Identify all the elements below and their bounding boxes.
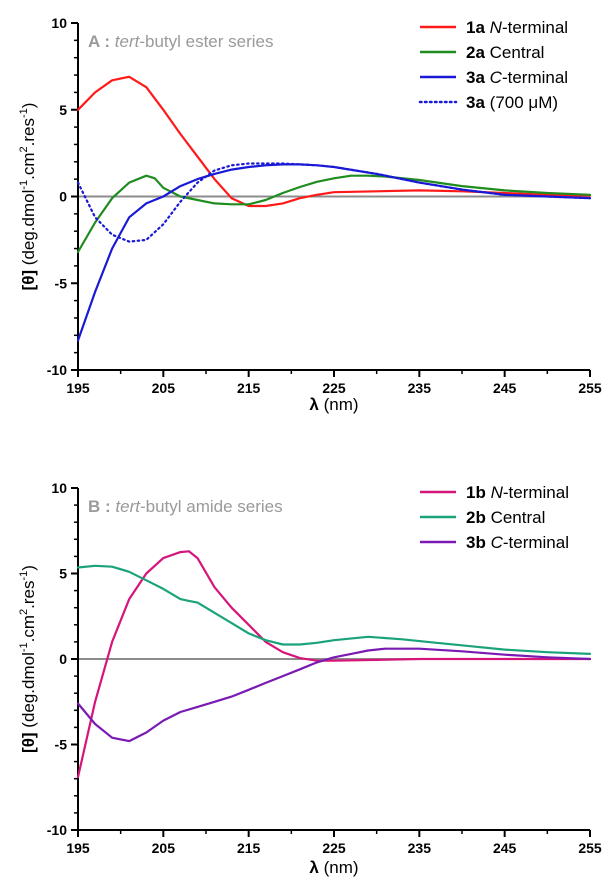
- legend-label-italic: N: [490, 18, 503, 37]
- legend-label-rest: Central: [490, 43, 545, 62]
- y-tick-label: -5: [55, 275, 68, 291]
- y-tick-label: 10: [51, 480, 67, 496]
- y-axis-part: .res: [19, 580, 38, 608]
- panel-title-rest: -butyl ester series: [139, 32, 273, 51]
- x-tick-label: 215: [237, 380, 261, 396]
- x-axis-unit: (nm): [324, 858, 359, 877]
- y-axis-part: ): [19, 103, 38, 109]
- panel-letter: B: [88, 497, 100, 516]
- legend-label: 2a Central: [466, 43, 544, 62]
- series-line-1a: [76, 75, 592, 208]
- y-tick-label: 0: [59, 189, 67, 205]
- x-tick-label: 235: [408, 380, 432, 396]
- panel-title-emphasis: tert: [115, 497, 141, 516]
- y-tick-label: 5: [59, 566, 67, 582]
- y-axis-sup: 2: [18, 609, 30, 615]
- panel-title-rest: -butyl amide series: [140, 497, 283, 516]
- y-axis-part: .res: [19, 118, 38, 146]
- legend-label-id: 2b: [466, 508, 486, 527]
- series-line-2a: [76, 174, 592, 254]
- x-tick-label: 255: [578, 840, 602, 856]
- legend-label-italic: C: [491, 533, 504, 552]
- x-axis-title: λ (nm): [309, 395, 358, 414]
- x-tick-label: 225: [322, 380, 346, 396]
- legend-label-italic: N: [491, 483, 504, 502]
- legend-label-id: 1b: [466, 483, 486, 502]
- y-axis-sup: -1: [18, 571, 30, 581]
- series-line-1b: [76, 550, 592, 779]
- panel-letter: A: [88, 32, 100, 51]
- x-tick-label: 205: [152, 840, 176, 856]
- panel-title: B : tert-butyl amide series: [88, 497, 283, 516]
- panel-title-emphasis: tert: [115, 32, 141, 51]
- y-tick-label: -10: [47, 822, 67, 838]
- legend-label-rest: -terminal: [503, 483, 569, 502]
- panel-title: A : tert-butyl ester series: [88, 32, 274, 51]
- x-tick-label: 245: [493, 380, 517, 396]
- legend-label: 3b C-terminal: [466, 533, 569, 552]
- y-axis-unit: (deg.dmol: [19, 652, 38, 728]
- legend-label-id: 3a: [466, 93, 485, 112]
- y-tick-label: -5: [55, 737, 68, 753]
- y-axis-sup: -1: [18, 108, 30, 118]
- legend-label: 1b N-terminal: [466, 483, 569, 502]
- y-axis-unit: (deg.dmol: [19, 190, 38, 266]
- x-tick-label: 195: [66, 840, 90, 856]
- y-axis-symbol: [θ]: [19, 270, 38, 291]
- x-tick-label: 235: [408, 840, 432, 856]
- y-axis-part: ): [19, 565, 38, 571]
- legend-label-rest: -terminal: [503, 533, 569, 552]
- y-axis-part: .cm: [19, 152, 38, 179]
- series-line-3a-dotted: [76, 162, 592, 243]
- x-tick-label: 245: [493, 840, 517, 856]
- y-tick-label: 10: [51, 15, 67, 31]
- y-axis-sup: -1: [18, 180, 30, 190]
- legend-label: 1a N-terminal: [466, 18, 568, 37]
- legend-label-id: 3b: [466, 533, 486, 552]
- legend-label: 3a (700 μM): [466, 93, 558, 112]
- series-line-2b: [76, 564, 592, 655]
- legend-label: 2b Central: [466, 508, 545, 527]
- y-axis-sup: -1: [18, 642, 30, 652]
- y-tick-label: 5: [59, 102, 67, 118]
- legend-label-id: 3a: [466, 68, 485, 87]
- y-tick-label: 0: [59, 651, 67, 667]
- x-tick-label: 255: [578, 380, 602, 396]
- legend-label-id: 1a: [466, 18, 485, 37]
- y-axis-sup: 2: [18, 146, 30, 152]
- legend-label-rest: (700 μM): [490, 93, 558, 112]
- x-axis-title: λ (nm): [309, 858, 358, 877]
- x-axis-symbol: λ: [309, 395, 319, 414]
- x-tick-label: 205: [152, 380, 176, 396]
- chart-panel-a: -10 -5 0 5 10 195 205 215 225 235 245 255 λ (nm) [θ] …: [18, 15, 602, 414]
- y-tick-label: -10: [47, 362, 67, 378]
- x-axis-unit: (nm): [324, 395, 359, 414]
- legend-label-italic: C: [490, 68, 503, 87]
- legend-label-rest: -terminal: [502, 18, 568, 37]
- y-axis-title: [θ] (deg.dmol-1.cm2.res-1): [18, 565, 38, 753]
- legend-label: 3a C-terminal: [466, 68, 568, 87]
- y-axis-part: .cm: [19, 615, 38, 642]
- y-axis-symbol: [θ]: [19, 732, 38, 753]
- x-tick-label: 215: [237, 840, 261, 856]
- x-tick-label: 195: [66, 380, 90, 396]
- legend-label-rest: -terminal: [502, 68, 568, 87]
- x-axis-symbol: λ: [309, 858, 319, 877]
- x-tick-label: 225: [322, 840, 346, 856]
- chart-panel-b: -10 -5 0 5 10 195 205 215 225 235 245 255 λ (nm) [θ] …: [18, 480, 602, 877]
- legend-label-id: 2a: [466, 43, 485, 62]
- y-axis-title: [θ] (deg.dmol-1.cm2.res-1): [18, 103, 38, 291]
- legend-label-rest: Central: [491, 508, 546, 527]
- series-line-3b: [76, 647, 592, 743]
